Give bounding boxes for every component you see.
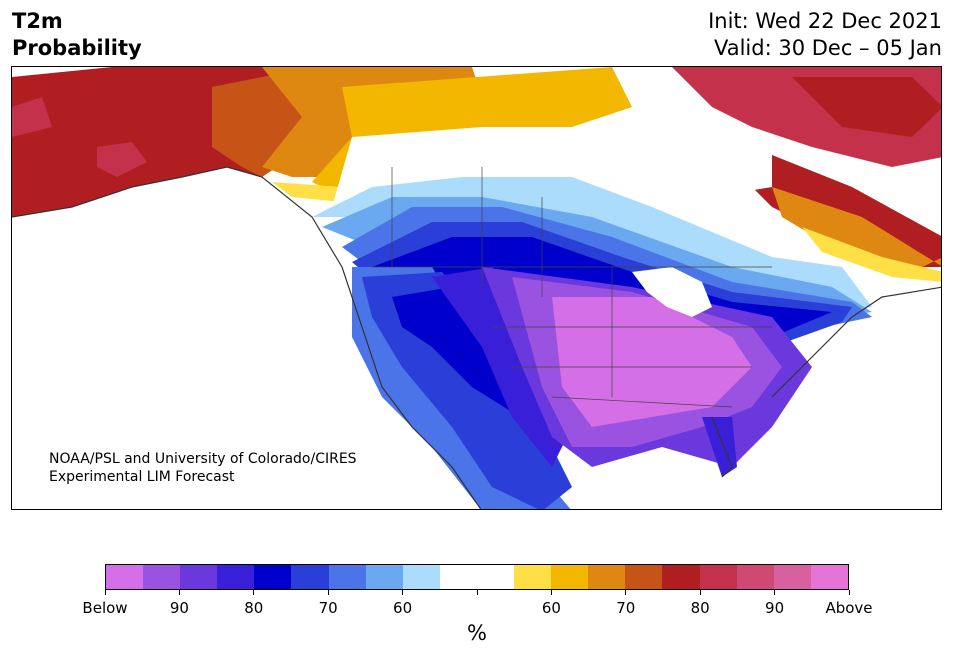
color-scale-tick: [178, 590, 180, 595]
init-date: Init: Wed 22 Dec 2021: [708, 9, 942, 33]
color-scale-segment: [143, 565, 181, 589]
color-scale-segment: [551, 565, 589, 589]
color-scale-tick: [476, 590, 478, 595]
color-scale-unit: %: [467, 621, 487, 645]
color-scale-segment: [810, 565, 848, 589]
neutral-white-zone: [332, 127, 652, 207]
color-scale-segment: [439, 565, 477, 589]
color-scale-segment: [217, 565, 255, 589]
credit-line-1: NOAA/PSL and University of Colorado/CIRE…: [49, 451, 357, 467]
color-scale-tick: [550, 590, 552, 595]
color-scale-tick-label: 80: [244, 599, 264, 617]
variable-label: T2m: [12, 9, 63, 33]
credit-line-2: Experimental LIM Forecast: [49, 469, 235, 485]
coastlines: [12, 166, 941, 509]
color-scale-tick-label: 60: [393, 599, 413, 617]
color-scale-segment: [365, 565, 403, 589]
color-scale-segment: [106, 565, 144, 589]
color-scale-tick: [253, 590, 255, 595]
product-label: Probability: [12, 36, 142, 60]
forecast-dates: Init: Wed 22 Dec 2021 Valid: 30 Dec – 05…: [708, 8, 942, 62]
quebec-orange: [772, 187, 941, 272]
quebec-yellow: [802, 227, 941, 282]
color-scale-segment: [588, 565, 626, 589]
map-title: T2m Probability: [12, 8, 142, 62]
political-borders: [372, 167, 772, 408]
great-lakes: [632, 267, 712, 317]
color-scale-segment: [625, 565, 663, 589]
greenland-red: [792, 77, 941, 137]
color-scale-segment: [514, 565, 552, 589]
color-scale-segment: [180, 565, 218, 589]
probability-map: [11, 66, 942, 510]
color-scale-segment: [402, 565, 440, 589]
color-scale-segment: [291, 565, 329, 589]
color-scale-tick: [699, 590, 701, 595]
color-scale-tick-label: 70: [616, 599, 636, 617]
hudson-bay: [602, 122, 772, 197]
color-scale-tick-label: Above: [825, 599, 873, 617]
alaska-pink-patch-west: [12, 97, 52, 137]
color-scale-tick-label: 90: [169, 599, 189, 617]
color-scale-tick: [402, 590, 404, 595]
color-scale-segment: [699, 565, 737, 589]
color-scale-tick: [625, 590, 627, 595]
color-scale-segment: [476, 565, 515, 589]
florida-blue: [702, 417, 737, 477]
alaska-pink-patch: [97, 142, 147, 177]
color-scale-tick-label: 60: [541, 599, 561, 617]
color-scale-tick: [327, 590, 329, 595]
color-scale-segment: [254, 565, 292, 589]
color-scale-tick: [774, 590, 776, 595]
sw-us-indigo: [432, 267, 572, 467]
color-scale-tick-label: Below: [82, 599, 128, 617]
color-scale-segment: [328, 565, 366, 589]
color-scale-segment: [662, 565, 700, 589]
color-scale-segment: [773, 565, 811, 589]
color-scale-bar: [105, 564, 849, 590]
valid-period: Valid: 30 Dec – 05 Jan: [713, 36, 942, 60]
credit-text: NOAA/PSL and University of Colorado/CIRE…: [49, 450, 357, 486]
color-scale-segment: [736, 565, 774, 589]
color-scale-tick-label: 90: [765, 599, 785, 617]
color-scale-tick-label: 70: [318, 599, 338, 617]
map-canvas: [12, 67, 941, 509]
color-scale-tick: [848, 590, 850, 595]
canada-yellow-band: [272, 182, 342, 202]
color-scale-tick: [104, 590, 106, 595]
central-us-magenta: [552, 297, 752, 427]
color-scale-tick-label: 80: [690, 599, 710, 617]
